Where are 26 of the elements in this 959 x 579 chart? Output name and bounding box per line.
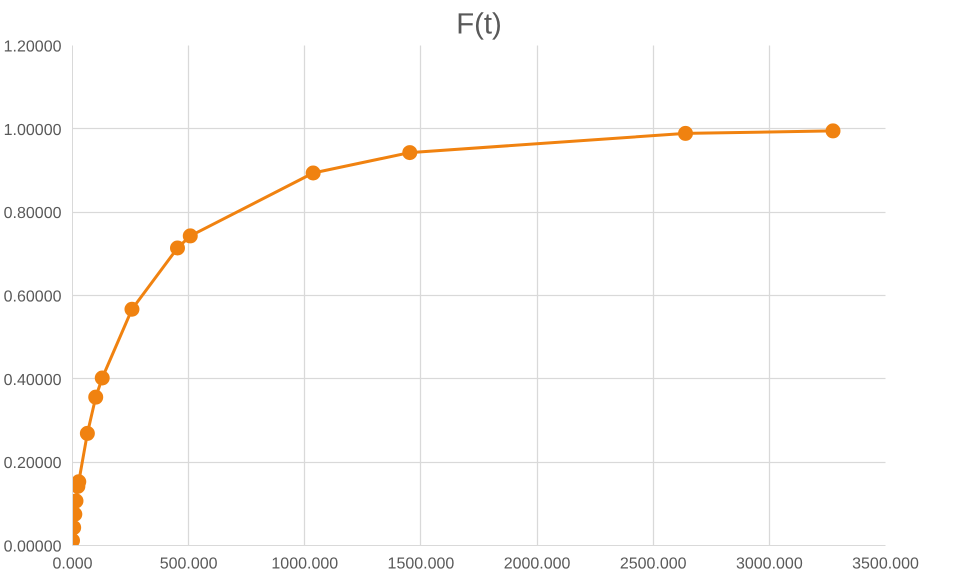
- x-tick-label: 3000.000: [736, 556, 803, 572]
- point: [80, 426, 95, 441]
- y-tick-label: 0.60000: [4, 288, 62, 306]
- y-tick-label: 0.40000: [4, 372, 62, 389]
- point: [88, 390, 104, 405]
- point: [182, 228, 198, 244]
- point: [94, 370, 110, 386]
- point: [826, 123, 841, 138]
- point: [678, 126, 693, 141]
- x-tick-label: 500.000: [160, 556, 218, 572]
- x-tick-label: 2000.000: [504, 556, 571, 572]
- x-tick-label: 2500.000: [620, 556, 687, 572]
- y-tick-label: 0.00000: [4, 538, 62, 556]
- point: [306, 166, 321, 180]
- y-tick-label: 1.20000: [4, 38, 62, 56]
- point: [170, 240, 185, 256]
- point: [124, 302, 140, 317]
- point: [402, 145, 418, 160]
- x-tick-label: 1500.000: [388, 556, 454, 572]
- y-tick-label: 0.20000: [4, 455, 62, 472]
- chart-title: F(t): [456, 8, 502, 40]
- y-tick-label: 0.80000: [4, 205, 62, 222]
- x-tick-label: 0.000: [52, 556, 93, 572]
- x-tick-label: 3500.000: [852, 556, 919, 572]
- y-tick-label: 1.00000: [4, 122, 62, 139]
- x-tick-label: 1000.000: [271, 556, 338, 572]
